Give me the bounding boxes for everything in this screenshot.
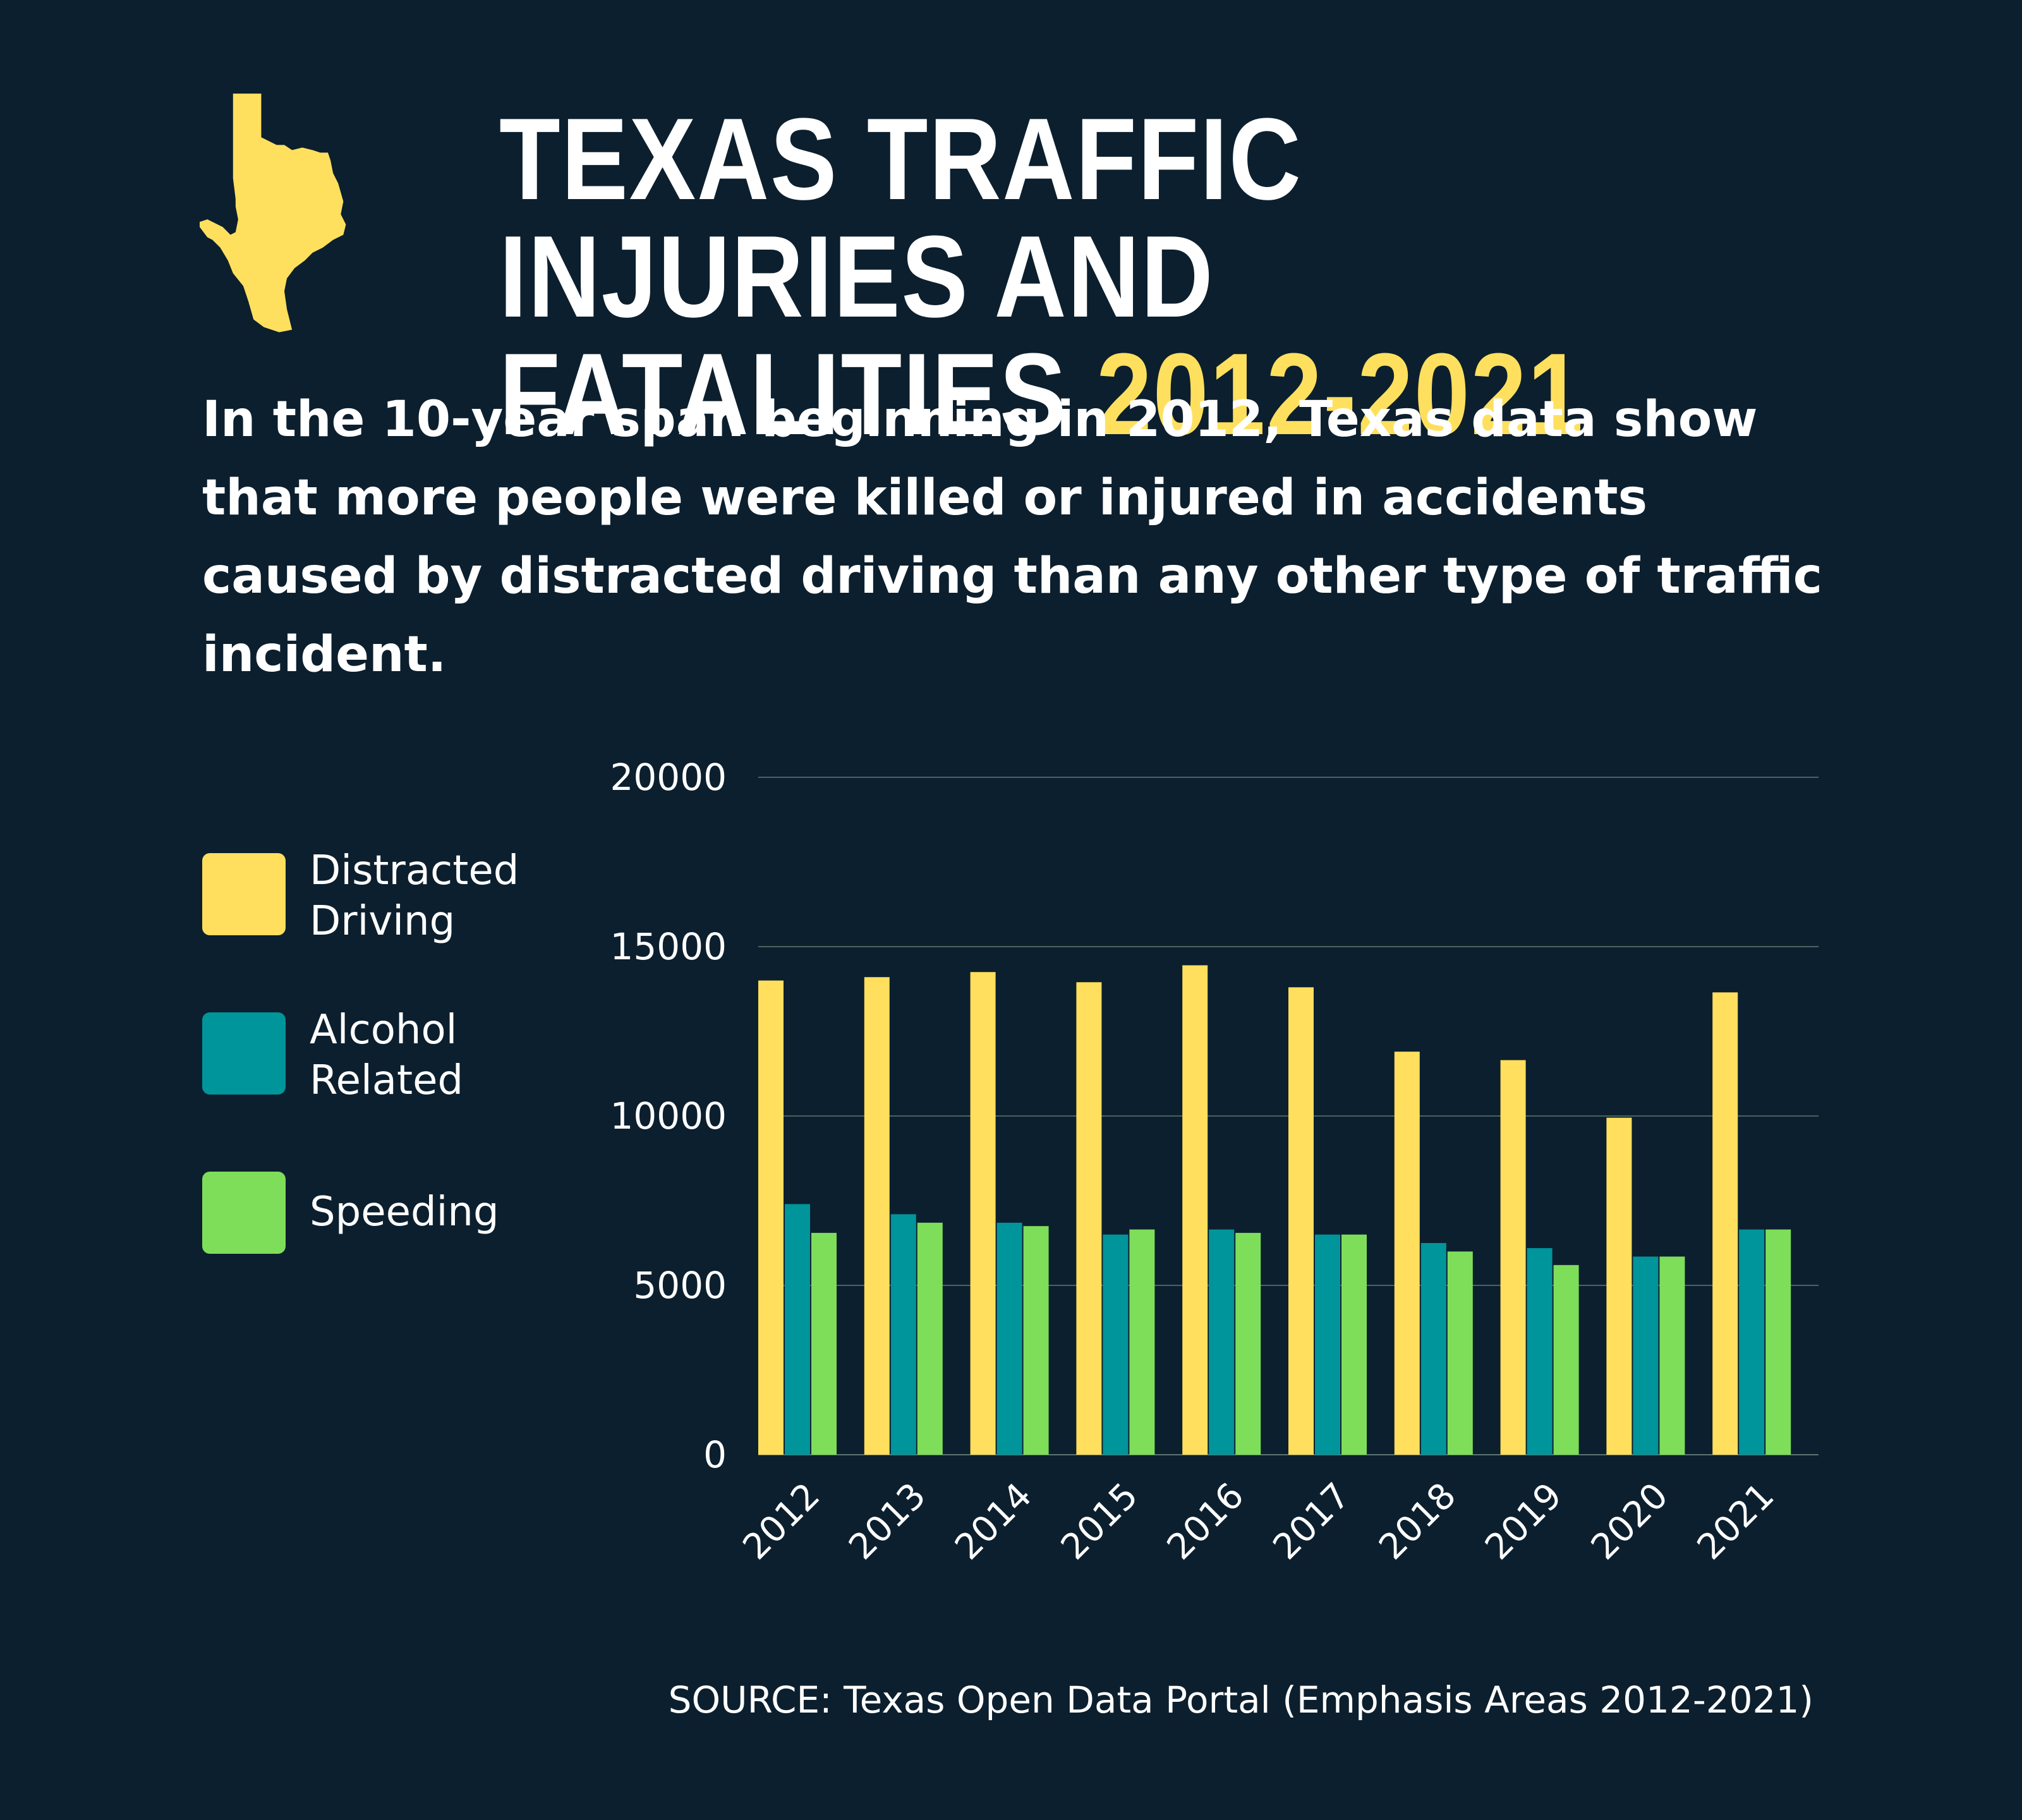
page-title: TEXAS TRAFFIC INJURIES AND FATALITIES 20…	[499, 100, 1749, 452]
legend-label-distracted-line2: Driving	[310, 898, 456, 945]
x-tick-label: 2012	[735, 1475, 828, 1568]
x-tick-label: 2013	[841, 1475, 934, 1568]
x-tick-label: 2019	[1477, 1475, 1570, 1568]
y-tick-label: 20000	[610, 756, 727, 799]
title-line-2: FATALITIES	[499, 329, 1096, 459]
bar-speeding	[1235, 1232, 1261, 1455]
bar-speeding	[811, 1232, 837, 1455]
x-tick-label: 2015	[1053, 1475, 1146, 1568]
bar-speeding	[1023, 1226, 1049, 1455]
bar-alcohol-related	[1420, 1243, 1446, 1455]
y-tick-label: 0	[703, 1433, 727, 1476]
bar-distracted-driving	[1606, 1117, 1632, 1455]
legend-label-distracted: Distracted Driving	[310, 846, 588, 947]
bar-chart: 0 5000 10000 15000 20000 2012 2013 2014 2015 2016…	[610, 756, 1819, 1568]
bar-speeding	[1341, 1234, 1367, 1455]
texas-map-icon	[200, 94, 346, 332]
bar-distracted-driving	[970, 972, 996, 1455]
bar-speeding	[1129, 1229, 1155, 1455]
legend-label-speeding: Speeding	[310, 1187, 588, 1237]
x-tick-label: 2018	[1371, 1475, 1464, 1568]
y-tick-label: 10000	[610, 1095, 727, 1138]
bar-speeding	[1447, 1251, 1473, 1455]
bar-distracted-driving	[1076, 982, 1102, 1455]
bar-speeding	[1553, 1265, 1579, 1455]
bar-speeding	[917, 1222, 943, 1455]
bar-alcohol-related	[1527, 1248, 1553, 1455]
legend-label-alcohol-line1: Alcohol	[310, 1007, 457, 1053]
bar-alcohol-related	[890, 1214, 916, 1455]
legend-label-distracted-line1: Distracted	[310, 847, 519, 894]
legend-swatch-distracted	[202, 853, 286, 935]
bar-distracted-driving	[758, 980, 784, 1455]
x-tick-label: 2017	[1265, 1475, 1358, 1568]
legend-label-alcohol-line2: Related	[310, 1057, 464, 1104]
bar-alcohol-related	[785, 1204, 810, 1455]
x-tick-label: 2020	[1583, 1475, 1676, 1568]
bar-distracted-driving	[1394, 1052, 1420, 1455]
bar-speeding	[1659, 1256, 1685, 1455]
y-tick-label: 15000	[610, 925, 727, 968]
legend-swatch-alcohol	[202, 1012, 286, 1095]
bar-alcohol-related	[996, 1222, 1022, 1455]
x-tick-label: 2021	[1690, 1475, 1783, 1568]
bar-alcohol-related	[1103, 1234, 1129, 1455]
bar-alcohol-related	[1209, 1229, 1235, 1455]
title-year-range: 2012-2021	[1096, 329, 1585, 459]
legend-swatch-speeding	[202, 1172, 286, 1254]
bar-distracted-driving	[864, 977, 890, 1455]
bar-alcohol-related	[1633, 1256, 1659, 1455]
bar-distracted-driving	[1712, 992, 1738, 1455]
bar-distracted-driving	[1500, 1060, 1526, 1455]
y-tick-label: 5000	[633, 1264, 727, 1307]
x-tick-label: 2016	[1159, 1475, 1252, 1568]
legend-label-speeding-line1: Speeding	[310, 1189, 499, 1235]
source-note: SOURCE: Texas Open Data Portal (Emphasis…	[668, 1678, 1813, 1721]
bar-alcohol-related	[1315, 1234, 1340, 1455]
bar-alcohol-related	[1739, 1229, 1765, 1455]
bar-distracted-driving	[1182, 965, 1208, 1455]
legend-label-alcohol: Alcohol Related	[310, 1005, 588, 1106]
bar-distracted-driving	[1288, 987, 1314, 1455]
intro-text: In the 10-year span beginning in 2012, T…	[202, 391, 1823, 683]
title-line-1: TEXAS TRAFFIC INJURIES AND	[499, 94, 1302, 341]
bar-speeding	[1765, 1229, 1791, 1455]
x-tick-label: 2014	[947, 1475, 1040, 1568]
